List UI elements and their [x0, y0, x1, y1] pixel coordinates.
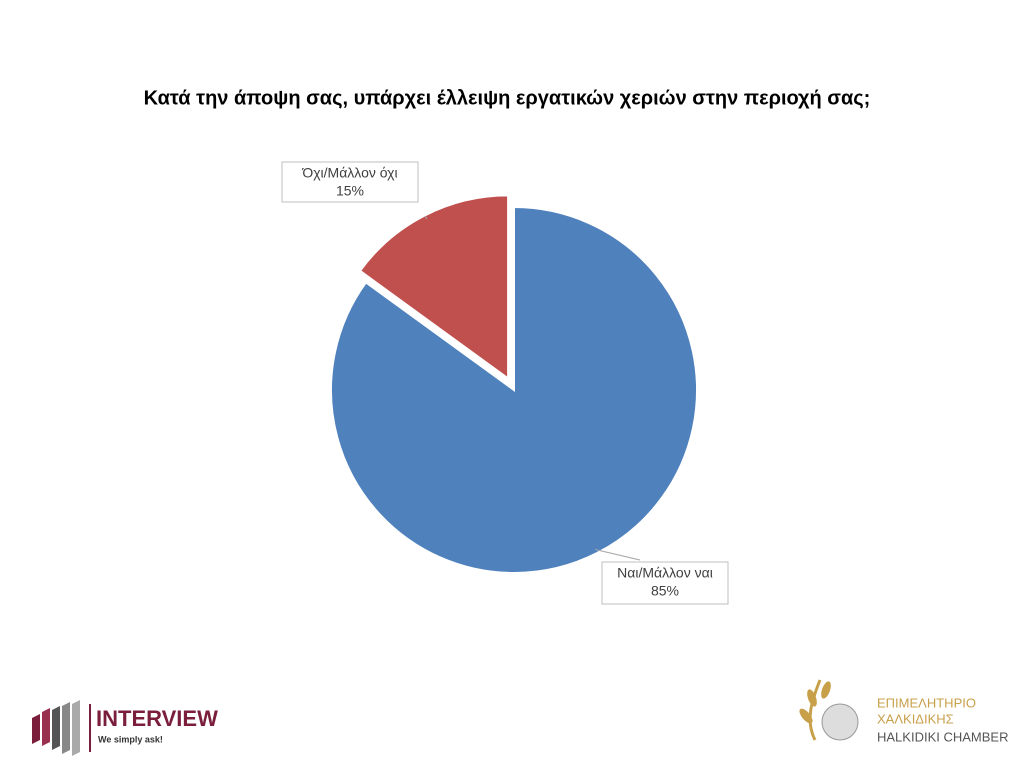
chart-title: Κατά την άποψη σας, υπάρχει έλλειψη εργα… [144, 87, 871, 109]
category-label: Ναι/Μάλλον ναι [617, 565, 713, 581]
logo-name: INTERVIEW [96, 706, 218, 731]
logo-line1: ΕΠΙΜΕΛΗΤΗΡΙΟ [877, 695, 976, 710]
leader-line [595, 549, 641, 561]
interview-logo: INTERVIEW We simply ask! [32, 700, 218, 756]
leader-line [424, 215, 428, 220]
logo-line2: ΧΑΛΚΙΔΙΚΗΣ [877, 711, 954, 726]
data-labels: Ναι/Μάλλον ναι 85% Όχι/Μάλλον όχι 15% [281, 161, 729, 605]
category-label: Όχι/Μάλλον όχι [301, 165, 397, 181]
logo-line3: HALKIDIKI CHAMBER [877, 729, 1008, 744]
pie [330, 194, 698, 574]
pie-slice [358, 194, 510, 381]
value-label: 85% [651, 583, 679, 599]
pie-slice [330, 205, 698, 574]
label-box [601, 561, 729, 605]
logo-tagline: We simply ask! [98, 734, 163, 744]
value-label: 15% [336, 183, 364, 199]
label-box [281, 161, 419, 203]
chamber-logo: ΕΠΙΜΕΛΗΤΗΡΙΟ ΧΑΛΚΙΔΙΚΗΣ HALKIDIKI CHAMBE… [799, 679, 1008, 744]
